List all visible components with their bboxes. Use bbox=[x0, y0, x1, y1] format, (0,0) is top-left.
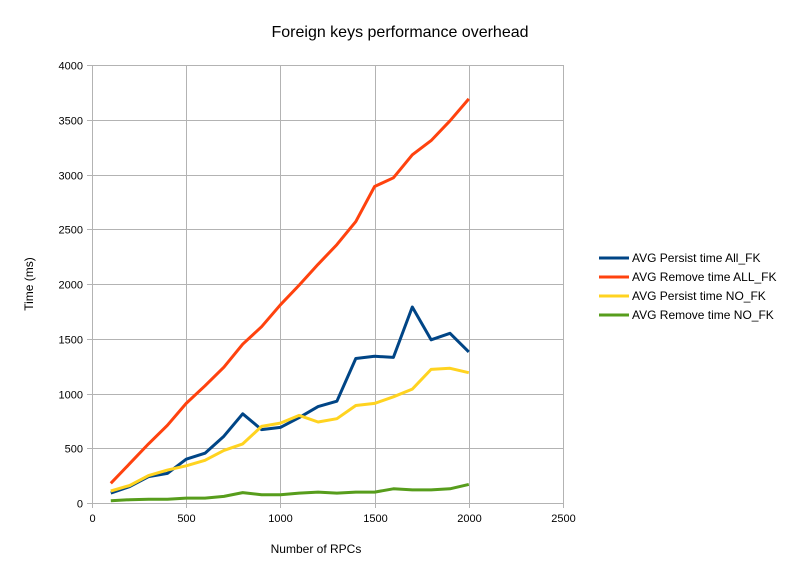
y-tick-label: 2000 bbox=[59, 280, 83, 292]
x-tick-label: 2500 bbox=[551, 513, 575, 525]
y-tick-label: 0 bbox=[77, 499, 83, 511]
x-tick-label: 500 bbox=[177, 513, 195, 525]
y-tick-label: 1500 bbox=[59, 335, 83, 347]
x-axis-title: Number of RPCs bbox=[271, 542, 362, 556]
chart-title: Foreign keys performance overhead bbox=[271, 24, 528, 41]
y-tick-label: 1000 bbox=[59, 390, 83, 402]
legend-label-3: AVG Persist time NO_FK bbox=[632, 289, 766, 303]
legend-label-1: AVG Persist time All_FK bbox=[632, 251, 760, 265]
axis-layer: 0 500 1000 1500 2000 2500 3000 3500 4000 0 500 1000… bbox=[59, 61, 576, 526]
series-layer bbox=[109, 97, 470, 503]
y-tick-label: 2500 bbox=[59, 225, 83, 237]
x-tick-label: 1000 bbox=[268, 513, 292, 525]
series-line-4 bbox=[110, 482, 470, 503]
series-line-2 bbox=[109, 97, 470, 485]
x-tick-label: 0 bbox=[89, 513, 95, 525]
x-tick-label: 2000 bbox=[457, 513, 481, 525]
legend: AVG Persist time All_FK AVG Remove time A… bbox=[599, 251, 777, 322]
legend-label-4: AVG Remove time NO_FK bbox=[632, 308, 774, 322]
y-tick-label: 3000 bbox=[59, 171, 83, 183]
legend-label-2: AVG Remove time ALL_FK bbox=[632, 270, 777, 284]
plot-area-frame bbox=[92, 65, 564, 504]
series-line-1 bbox=[110, 305, 470, 495]
x-tick-label: 1500 bbox=[363, 513, 387, 525]
grid-layer bbox=[92, 65, 564, 504]
y-axis-title: Time (ms) bbox=[22, 257, 36, 311]
y-tick-label: 4000 bbox=[59, 61, 83, 73]
y-tick-label: 500 bbox=[65, 444, 83, 456]
y-tick-label: 3500 bbox=[59, 116, 83, 128]
series-line-3 bbox=[110, 366, 470, 493]
